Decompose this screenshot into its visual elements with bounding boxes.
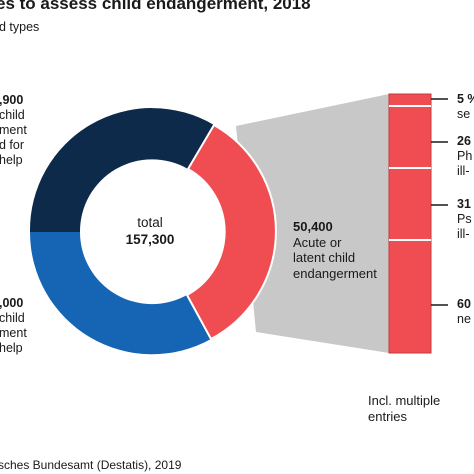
slice-label-line: Acute or <box>293 234 342 250</box>
breakdown-value: 26 <box>457 134 471 148</box>
source-note: sches Bundesamt (Destatis), 2019 <box>0 458 182 472</box>
slice-label-lightblue: ,000 child ment help <box>0 296 27 356</box>
breakdown-bar <box>388 93 432 354</box>
breakdown-note-line: entries <box>368 409 408 424</box>
breakdown-label: 26 Ph ill- <box>457 134 472 179</box>
center-label: total <box>137 215 163 230</box>
breakdown-note: Incl. multiple entries <box>368 393 440 425</box>
slice-label-line: ment <box>0 326 27 340</box>
donut-slice-darkblue <box>29 108 215 232</box>
connector-wedge <box>236 94 389 353</box>
breakdown-value: 31 <box>457 197 471 211</box>
slice-label-line: latent child <box>293 250 356 265</box>
chart-title: es to assess child endangerment, 2018 <box>0 0 311 13</box>
breakdown-value: 60 <box>457 297 471 311</box>
breakdown-line: ne <box>457 312 471 326</box>
chart-subtitle: d types <box>0 20 40 34</box>
breakdown-label: 31 Ps ill- <box>457 197 472 242</box>
slice-value: 50,400 <box>293 219 333 234</box>
donut-slice-red <box>185 123 277 341</box>
breakdown-line: ill- <box>457 227 470 241</box>
donut-slice-lightblue <box>29 232 211 355</box>
slice-label-line: child <box>0 311 25 325</box>
breakdown-label: 5 % se <box>457 92 474 122</box>
slice-label-line: child <box>0 108 25 122</box>
slice-label-darkblue: ,900 child ment d for help <box>0 93 27 168</box>
slice-label-line: ment <box>0 123 27 137</box>
slice-value: ,000 <box>0 296 24 310</box>
slice-label-line: help <box>0 153 23 167</box>
breakdown-line: Ps <box>457 212 472 226</box>
breakdown-label: 60 ne <box>457 297 471 327</box>
slice-value: ,900 <box>0 93 24 107</box>
slice-label-line: endangerment <box>293 265 377 281</box>
breakdown-line: ill- <box>457 164 470 178</box>
breakdown-line: Ph <box>457 149 473 163</box>
breakdown-value: 5 % <box>457 92 474 106</box>
slice-label-red: 50,400 Acute or latent child endangermen… <box>293 219 377 281</box>
slice-label-line: help <box>0 341 23 355</box>
breakdown-line: se <box>457 107 471 121</box>
center-total: 157,300 <box>126 232 175 247</box>
slice-label-line: d for <box>0 138 25 152</box>
breakdown-note-line: Incl. multiple <box>368 393 441 408</box>
